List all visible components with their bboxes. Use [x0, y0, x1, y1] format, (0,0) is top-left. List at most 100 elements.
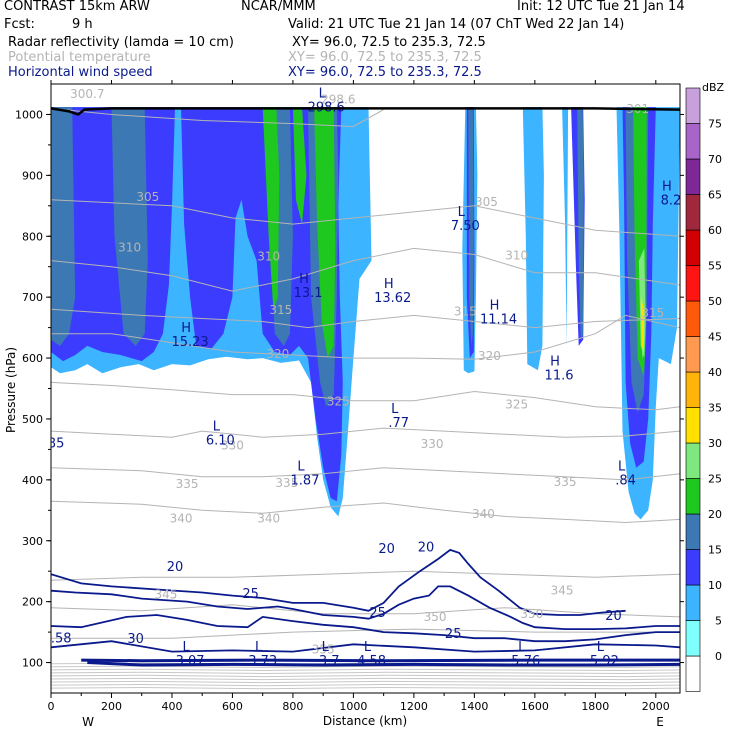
colorbar-label: 65	[708, 189, 722, 202]
wind-contour-5	[51, 548, 626, 616]
field-name-theta: Potential temperature	[8, 50, 151, 65]
fcst-value: 9 h	[72, 17, 93, 32]
theta-contour-7	[51, 314, 680, 360]
extremum-type: L	[391, 402, 399, 417]
reflectivity-cell-3-3	[292, 107, 307, 225]
theta-label: 345	[154, 588, 177, 602]
wind-contour-2	[51, 640, 680, 653]
plot-area: 355 350 350 345 345 340 340 340 335 335 335 330 330 3…	[44, 84, 680, 693]
y-tick-label: 800	[22, 230, 43, 243]
theta-label: 340	[472, 507, 495, 521]
colorbar-swatch	[685, 549, 701, 586]
theta-label: 315	[641, 306, 664, 320]
extremum-value: .77	[388, 416, 409, 431]
wind-speed-label: 20	[378, 542, 395, 557]
wind-speed-label: 20	[167, 560, 184, 575]
reflectivity-cell-2-4	[468, 107, 474, 346]
colorbar-label: 10	[708, 579, 722, 592]
center-name: NCAR/MMM	[241, 0, 316, 14]
y-tick-label: 600	[22, 352, 43, 365]
theta-label: 335	[176, 477, 199, 491]
x-tick-label: 800	[282, 700, 303, 713]
x-tick-label: 0	[48, 700, 55, 713]
y-tick-label: 100	[22, 657, 43, 670]
theta-isentrope-top-0	[51, 686, 680, 690]
y-tick-label: 400	[22, 474, 43, 487]
reflectivity-cell-core	[640, 297, 645, 352]
theta-contour-2	[51, 570, 680, 581]
theta-label: 345	[551, 583, 574, 597]
extremum-type: L	[319, 86, 327, 101]
colorbar-label: 35	[708, 402, 722, 415]
theta-label: 305	[475, 195, 498, 209]
x-tick-label: 600	[222, 700, 243, 713]
wind-contour-3	[51, 614, 680, 643]
extremum-type: L	[518, 640, 526, 655]
theta-contour-3	[51, 500, 680, 524]
colorbar-label: 75	[708, 118, 722, 131]
extremum-value: 3.07	[176, 654, 205, 669]
extremum-value: 15.23	[171, 335, 208, 350]
wind-speed-label: 20	[605, 609, 622, 624]
y-tick-label: 200	[22, 596, 43, 609]
theta-contour-8	[51, 308, 680, 329]
colorbar-swatch	[685, 158, 701, 195]
wind-speed-label: 25	[369, 606, 386, 621]
theta-contour-10	[51, 199, 680, 237]
extremum-type: H	[181, 321, 191, 336]
extremum-type: L	[322, 640, 330, 655]
colorbar-swatch	[685, 87, 701, 124]
colorbar-label: 60	[708, 224, 722, 237]
extremum-type: L	[255, 640, 263, 655]
theta-label: 310	[118, 240, 141, 254]
colorbar-swatch	[685, 336, 701, 373]
extremum-value: 11.6	[545, 368, 574, 383]
theta-contour-1	[51, 604, 680, 618]
colorbar-swatch	[685, 407, 701, 444]
colorbar-swatch	[685, 442, 701, 479]
colorbar-swatch	[685, 513, 701, 550]
theta-label: 340	[257, 511, 280, 525]
theta-label: 320	[478, 349, 501, 363]
x-tick-label: 1600	[521, 700, 549, 713]
reflectivity-cell-3-0	[314, 107, 336, 359]
colorbar-swatch	[685, 371, 701, 408]
theta-contour-9	[51, 247, 680, 292]
x-tick-label: 2000	[642, 700, 670, 713]
reflectivity-layer	[51, 107, 680, 520]
colorbar: 0 5 10 15 20 25 30 35 40 45 50 55 60 65 70 75 dBZ	[685, 81, 725, 692]
y-tick-label: 500	[22, 413, 43, 426]
wind-speed-label: 30	[127, 632, 144, 647]
extremum-value: 13.1	[294, 286, 323, 301]
colorbar-label: 15	[708, 544, 722, 557]
extremum-value: 11.14	[480, 312, 517, 327]
colorbar-label: 25	[708, 473, 722, 486]
theta-label: 315	[454, 304, 477, 318]
field-xy-theta: XY= 96.0, 72.5 to 235.3, 72.5	[288, 50, 482, 65]
potential-temperature-layer	[51, 107, 680, 690]
wind-speed-label: 25	[445, 627, 462, 642]
colorbar-swatch	[685, 584, 701, 621]
extremum-value: 3.7	[319, 654, 340, 669]
theta-label: 325	[505, 398, 528, 412]
extremum-value: .85	[44, 437, 65, 452]
extremum-value: 4.58	[357, 654, 386, 669]
colorbar-swatch	[685, 229, 701, 266]
theta-isentrope-top-4	[51, 674, 680, 678]
extremum-type: L	[364, 640, 372, 655]
theta-isentrope-top-5	[51, 671, 680, 675]
theta-label: 340	[170, 511, 193, 525]
contour-label-layer: 355 350 350 345 345 340 340 340 335 335 335 330 330 3…	[44, 86, 680, 669]
extremum-value: 13.62	[374, 291, 411, 306]
x-axis-label: Distance (km)	[323, 714, 407, 728]
x-tick-label: 1400	[460, 700, 488, 713]
wind-speed-layer	[51, 548, 680, 667]
axes: 100 200 300 400 500 600 700 800 900 1000 0 200 400 60…	[15, 80, 684, 713]
reflectivity-cell-3-2	[262, 107, 280, 310]
theta-label: 298.6	[321, 92, 355, 106]
y-axis-label: Pressure (hPa)	[4, 347, 18, 433]
field-name-wind: Horizontal wind speed	[8, 65, 153, 80]
colorbar-label: 40	[708, 366, 722, 379]
colorbar-swatch	[685, 620, 701, 657]
theta-label: 300.7	[70, 87, 104, 101]
